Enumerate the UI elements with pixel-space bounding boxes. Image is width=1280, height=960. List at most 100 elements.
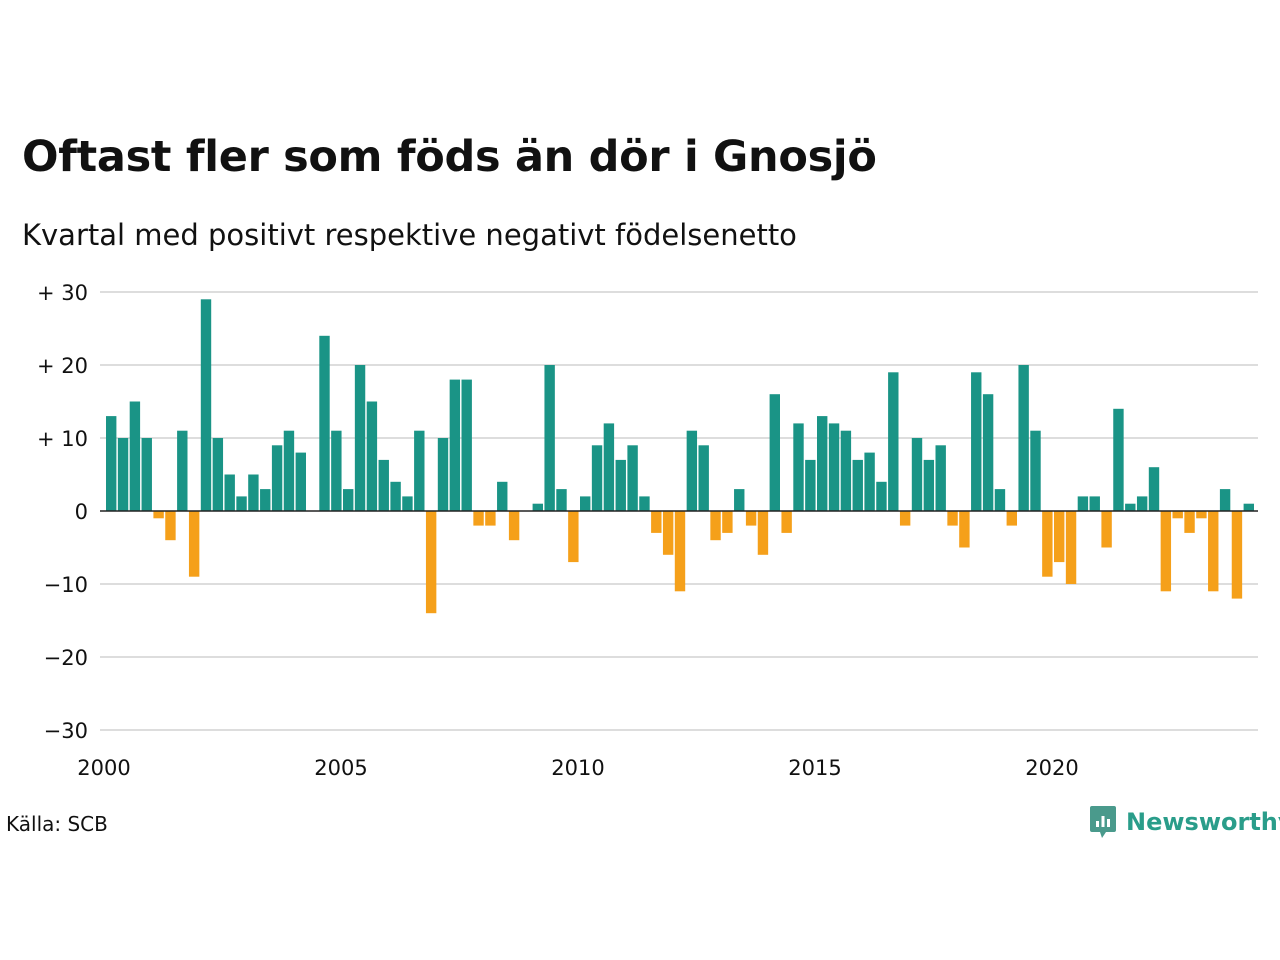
- bar: [852, 459, 863, 511]
- bar: [485, 511, 496, 526]
- bar: [1148, 467, 1160, 511]
- bars: [106, 299, 1254, 614]
- bar: [366, 401, 378, 511]
- newsworthy-logo-icon: [1090, 806, 1116, 838]
- bar: [580, 496, 591, 511]
- bar: [1160, 511, 1172, 592]
- bar: [662, 511, 674, 555]
- bar: [449, 379, 461, 511]
- bar: [236, 496, 247, 511]
- bar: [224, 474, 235, 511]
- bar: [1208, 511, 1219, 592]
- bar: [271, 445, 283, 511]
- bar: [129, 401, 141, 511]
- bar: [568, 511, 579, 563]
- bar: [402, 496, 413, 511]
- bar: [106, 416, 117, 511]
- bar: [319, 335, 330, 511]
- y-tick-label: 0: [75, 500, 88, 524]
- bar: [508, 511, 520, 541]
- bar: [591, 445, 603, 511]
- bar-chart: + 30+ 20+ 100−10−20−30 2000 2005 2010 2015 2…: [37, 281, 1258, 780]
- bar: [425, 511, 437, 614]
- bar: [141, 438, 152, 511]
- bar: [781, 511, 792, 533]
- bar: [260, 489, 271, 511]
- x-tick-label: 2015: [788, 756, 841, 780]
- bar: [710, 511, 721, 541]
- x-tick-label: 2010: [551, 756, 604, 780]
- bar: [651, 511, 662, 533]
- newsworthy-logo[interactable]: Newsworthy: [1088, 804, 1280, 840]
- bar: [414, 430, 425, 511]
- bar: [473, 511, 484, 526]
- bar: [947, 511, 958, 526]
- bar: [1231, 511, 1243, 599]
- bar: [899, 511, 911, 526]
- bar: [959, 511, 970, 548]
- bar: [1219, 489, 1231, 511]
- bar: [722, 511, 733, 533]
- bar: [888, 372, 899, 511]
- bar: [165, 511, 176, 541]
- bar: [461, 379, 472, 511]
- bar: [1018, 365, 1029, 511]
- bar: [935, 445, 946, 511]
- bar: [817, 416, 828, 511]
- bar: [1101, 511, 1112, 548]
- bar: [153, 511, 164, 519]
- bar: [378, 459, 389, 511]
- bar: [994, 489, 1006, 511]
- bar: [283, 430, 295, 511]
- bar: [497, 481, 508, 511]
- bar: [805, 459, 816, 511]
- bar: [532, 503, 543, 511]
- chart-subtitle: Kvartal med positivt respektive negativt…: [22, 218, 797, 252]
- bar: [982, 394, 994, 511]
- bar: [745, 511, 757, 526]
- y-tick-label: + 10: [37, 427, 88, 451]
- y-tick-label: −30: [44, 719, 88, 743]
- bar: [331, 430, 342, 511]
- bar: [1054, 511, 1065, 563]
- bar: [793, 423, 804, 511]
- y-tick-label: −10: [44, 573, 88, 597]
- bar: [1243, 503, 1254, 511]
- bar: [923, 459, 935, 511]
- bar: [1042, 511, 1053, 577]
- x-tick-label: 2020: [1025, 756, 1078, 780]
- chart-title: Oftast fler som föds än dör i Gnosjö: [22, 132, 877, 182]
- bar: [876, 481, 887, 511]
- bar: [354, 365, 366, 511]
- bar: [1113, 408, 1124, 511]
- bar: [864, 452, 875, 511]
- bar: [1125, 503, 1136, 511]
- bar: [698, 445, 709, 511]
- y-tick-label: + 30: [37, 281, 88, 305]
- bar: [248, 474, 259, 511]
- bar: [828, 423, 840, 511]
- x-tick-label: 2000: [77, 756, 130, 780]
- bar: [639, 496, 650, 511]
- bar: [603, 423, 615, 511]
- bar: [556, 489, 567, 511]
- x-axis-ticks: 2000 2005 2010 2015 2020: [77, 756, 1078, 780]
- bar: [686, 430, 698, 511]
- bar: [544, 365, 555, 511]
- y-axis-ticks: + 30 + 20 + 10 0 −10 −20 −30: [37, 281, 88, 743]
- bar: [295, 452, 306, 511]
- bar: [1172, 511, 1183, 519]
- bar: [390, 481, 401, 511]
- bar: [840, 430, 852, 511]
- bar: [1184, 511, 1195, 533]
- bar: [1065, 511, 1077, 584]
- bar: [177, 430, 188, 511]
- bar: [971, 372, 982, 511]
- y-tick-label: −20: [44, 646, 88, 670]
- bar: [1196, 511, 1207, 519]
- bar: [911, 438, 923, 511]
- bar: [734, 489, 745, 511]
- x-tick-label: 2005: [314, 756, 367, 780]
- y-tick-label: + 20: [37, 354, 88, 378]
- bar: [615, 459, 626, 511]
